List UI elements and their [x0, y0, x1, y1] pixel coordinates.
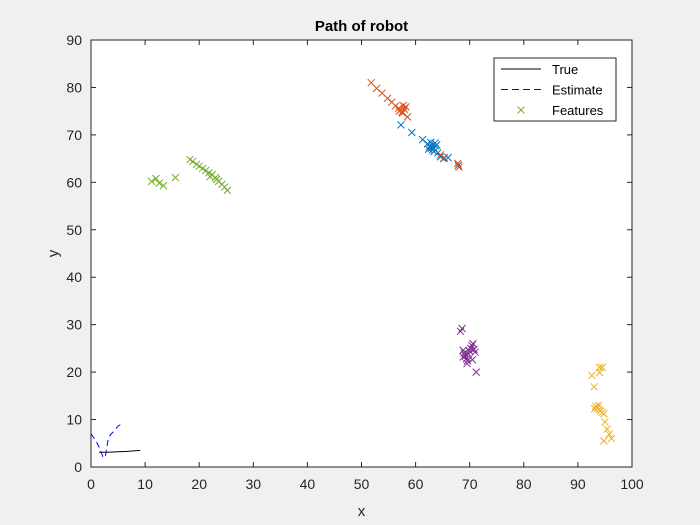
feature-point [603, 425, 611, 433]
x-tick-label: 20 [191, 476, 207, 492]
series-line-estimate [90, 422, 124, 459]
feature-point [454, 161, 463, 170]
series-line-true [99, 449, 141, 453]
feature-cluster-1 [397, 121, 463, 170]
feature-point [468, 341, 476, 350]
feature-point [436, 150, 445, 159]
chart-title: Path of robot [315, 18, 408, 35]
feature-point [188, 157, 197, 166]
legend-features-swatch [517, 106, 525, 114]
legend-estimate-label: Estimate [552, 83, 603, 98]
x-tick-label: 40 [300, 476, 316, 492]
y-tick-label: 30 [66, 317, 82, 333]
feature-point [444, 153, 452, 162]
feature-point [459, 353, 468, 361]
feature-point [201, 166, 210, 175]
y-tick-label: 20 [66, 364, 82, 380]
x-tick-label: 80 [516, 476, 532, 492]
y-tick-label: 60 [66, 174, 82, 190]
feature-point [206, 172, 214, 181]
feature-point [407, 128, 416, 137]
x-tick-label: 90 [570, 476, 586, 492]
x-tick-label: 10 [137, 476, 153, 492]
feature-point [455, 163, 463, 172]
feature-point [195, 162, 204, 171]
feature-point [463, 359, 471, 368]
feature-point [398, 109, 407, 117]
data-layer [90, 78, 616, 459]
feature-point [605, 430, 614, 439]
feature-point [588, 371, 596, 380]
feature-point [397, 121, 405, 129]
feature-point [402, 103, 410, 111]
feature-point [598, 363, 607, 372]
ticks-layer: 0 10 20 30 40 50 60 70 80 90 100 0 10 20 30 40 50 60 70 80 9… [66, 32, 643, 492]
x-tick-label: 0 [87, 476, 95, 492]
feature-point [459, 346, 468, 355]
x-tick-label: 50 [354, 476, 370, 492]
y-tick-label: 40 [66, 269, 82, 285]
feature-point [212, 175, 221, 184]
x-tick-label: 30 [246, 476, 262, 492]
feature-cluster-3 [588, 363, 616, 445]
legend-true-label: True [552, 62, 578, 77]
feature-point [155, 179, 164, 188]
feature-point [472, 368, 481, 376]
y-tick-label: 90 [66, 32, 82, 48]
feature-point [594, 401, 603, 410]
feature-point [403, 113, 412, 121]
feature-point [458, 324, 466, 333]
feature-point [600, 410, 608, 418]
feature-point [431, 141, 440, 150]
feature-point [590, 382, 598, 391]
y-axis-label: y [45, 249, 62, 257]
feature-point [424, 145, 433, 153]
feature-cluster-2 [367, 78, 463, 172]
y-tick-label: 0 [74, 459, 82, 475]
feature-cluster-4 [456, 324, 481, 376]
feature-point [426, 138, 435, 147]
feature-point [595, 368, 604, 377]
feature-point [601, 418, 609, 426]
feature-point [468, 355, 477, 364]
x-tick-label: 60 [408, 476, 424, 492]
legend-features-label: Features [552, 103, 604, 118]
x-tick-label: 70 [462, 476, 478, 492]
feature-point [471, 348, 479, 357]
feature-point [600, 437, 608, 445]
feature-point [159, 181, 168, 190]
x-tick-label: 100 [620, 476, 644, 492]
y-tick-label: 50 [66, 222, 82, 238]
x-axis-label: x [358, 503, 366, 520]
feature-cluster-5 [147, 155, 232, 195]
y-tick-label: 80 [66, 79, 82, 95]
feature-point [147, 177, 156, 186]
y-tick-label: 70 [66, 127, 82, 143]
feature-point [607, 434, 616, 443]
feature-point [223, 186, 232, 195]
y-tick-label: 10 [66, 412, 82, 428]
feature-point [171, 173, 180, 182]
feature-point [152, 174, 160, 183]
feature-point [440, 153, 449, 162]
feature-point [470, 345, 478, 354]
legend: True Estimate Features [493, 57, 617, 122]
